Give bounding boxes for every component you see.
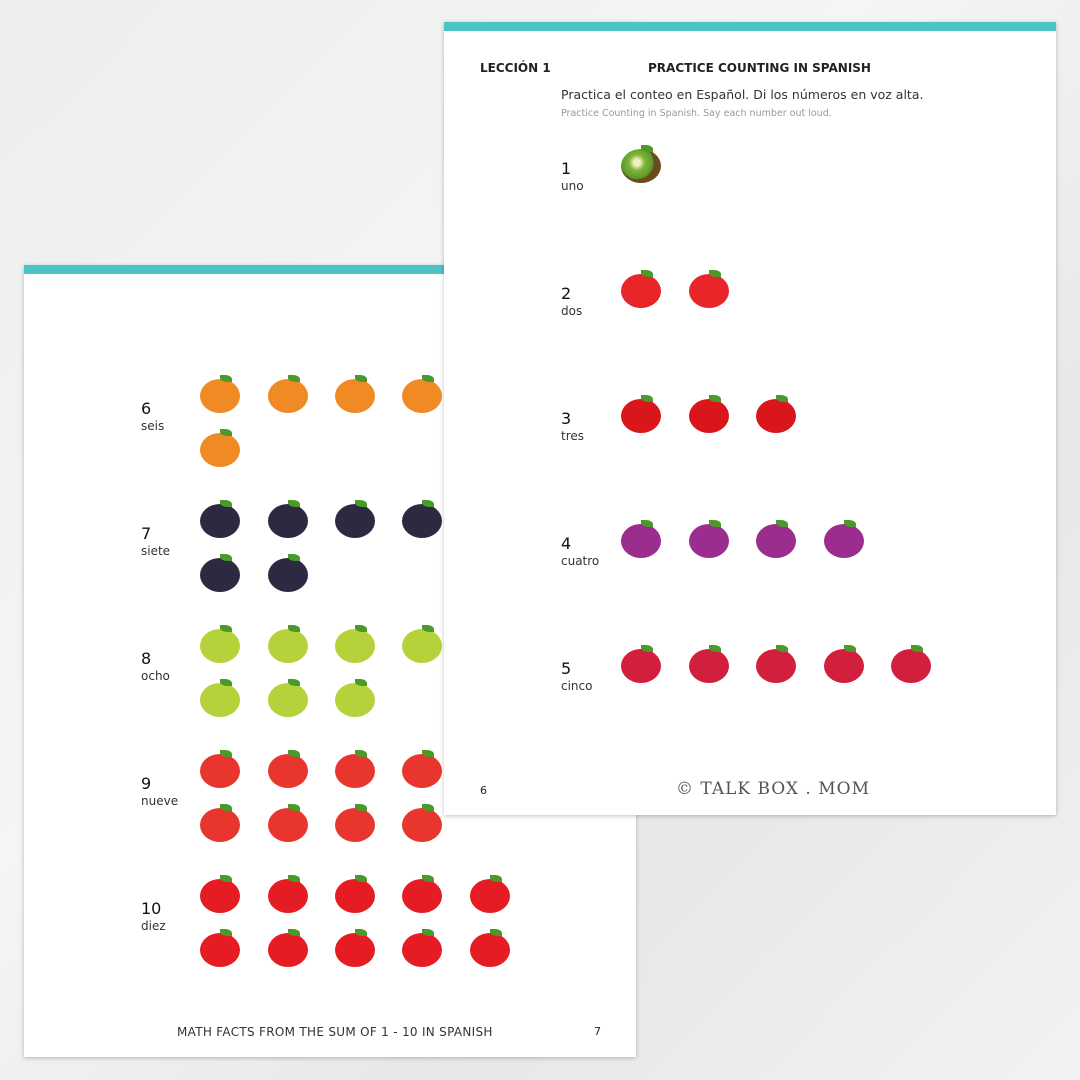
page-footer-title: MATH FACTS FROM THE SUM OF 1 - 10 IN SPA…	[177, 1025, 493, 1039]
worksheet-page-6: LECCIÓN 1 PRACTICE COUNTING IN SPANISH P…	[444, 22, 1056, 815]
instruction-spanish: Practica el conteo en Español. Di los nú…	[561, 87, 924, 102]
raspberry-icon	[756, 645, 796, 683]
blackberry-icon	[335, 500, 375, 538]
number-digit: 8	[141, 649, 152, 668]
plum-icon	[756, 520, 796, 558]
talkbox-logo: © TALK BOX . MOM	[676, 779, 870, 799]
number-word: tres	[561, 429, 585, 443]
pear-icon	[402, 625, 442, 663]
kiwi-icon	[621, 145, 661, 183]
strawberry-icon	[268, 804, 308, 842]
number-digit: 9	[141, 774, 152, 793]
raspberry-icon	[891, 645, 931, 683]
number-digit: 4	[561, 534, 572, 553]
number-digit: 2	[561, 284, 572, 303]
number-word: nueve	[141, 794, 179, 808]
page-number: 6	[480, 784, 487, 797]
number-word: siete	[141, 544, 171, 558]
blackberry-icon	[268, 500, 308, 538]
number-digit: 3	[561, 409, 572, 428]
number-digit: 7	[141, 524, 152, 543]
raspberry-icon	[689, 645, 729, 683]
apple-icon	[335, 875, 375, 913]
number-word: dos	[561, 304, 583, 318]
pear-icon	[200, 679, 240, 717]
apple-icon	[268, 875, 308, 913]
apple-icon	[402, 929, 442, 967]
apple-icon	[200, 929, 240, 967]
strawberry-icon	[335, 804, 375, 842]
strawberry-icon	[200, 750, 240, 788]
pear-icon	[268, 679, 308, 717]
tomato-icon	[621, 270, 661, 308]
peach-icon	[200, 429, 240, 467]
plum-icon	[824, 520, 864, 558]
red-pepper-icon	[756, 395, 796, 433]
peach-icon	[335, 375, 375, 413]
pear-icon	[335, 679, 375, 717]
number-word: seis	[141, 419, 165, 433]
tomato-icon	[689, 270, 729, 308]
strawberry-icon	[402, 804, 442, 842]
apple-icon	[200, 875, 240, 913]
number-digit: 6	[141, 399, 152, 418]
apple-icon	[268, 929, 308, 967]
strawberry-icon	[200, 804, 240, 842]
number-word: cinco	[561, 679, 593, 693]
instruction-english: Practice Counting in Spanish. Say each n…	[561, 108, 832, 119]
strawberry-icon	[335, 750, 375, 788]
apple-icon	[335, 929, 375, 967]
raspberry-icon	[824, 645, 864, 683]
teal-header-bar	[444, 22, 1056, 31]
number-digit: 5	[561, 659, 572, 678]
page-title: PRACTICE COUNTING IN SPANISH	[648, 61, 871, 75]
pear-icon	[335, 625, 375, 663]
blackberry-icon	[200, 500, 240, 538]
apple-icon	[402, 875, 442, 913]
pear-icon	[200, 625, 240, 663]
raspberry-icon	[621, 645, 661, 683]
number-word: uno	[561, 179, 584, 193]
blackberry-icon	[268, 554, 308, 592]
plum-icon	[689, 520, 729, 558]
strawberry-icon	[402, 750, 442, 788]
number-digit: 1	[561, 159, 572, 178]
peach-icon	[268, 375, 308, 413]
apple-icon	[470, 875, 510, 913]
pear-icon	[268, 625, 308, 663]
blackberry-icon	[200, 554, 240, 592]
number-digit: 10	[141, 899, 162, 918]
teal-header-bar	[24, 265, 636, 274]
plum-icon	[621, 520, 661, 558]
number-word: ocho	[141, 669, 170, 683]
lesson-label: LECCIÓN 1	[480, 61, 551, 75]
apple-icon	[470, 929, 510, 967]
page-number: 7	[594, 1025, 601, 1038]
peach-icon	[402, 375, 442, 413]
number-word: cuatro	[561, 554, 600, 568]
red-pepper-icon	[689, 395, 729, 433]
number-word: diez	[141, 919, 166, 933]
peach-icon	[200, 375, 240, 413]
blackberry-icon	[402, 500, 442, 538]
strawberry-icon	[268, 750, 308, 788]
red-pepper-icon	[621, 395, 661, 433]
